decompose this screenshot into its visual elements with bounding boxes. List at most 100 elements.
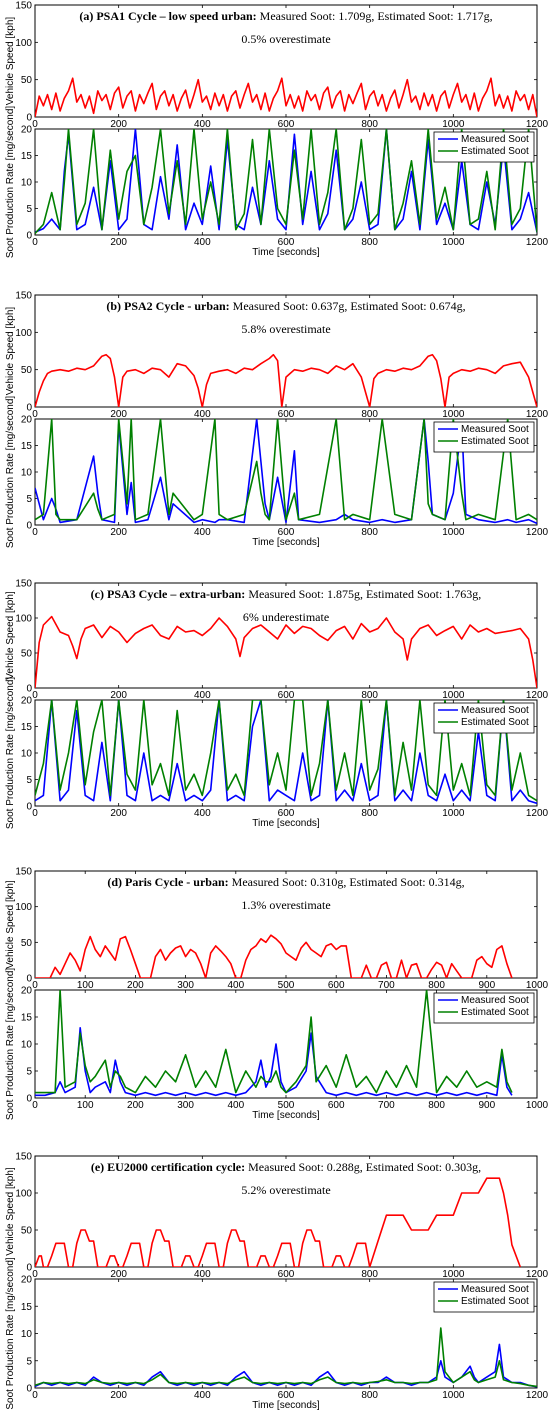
chart-title-line2: 0.5% overestimate — [241, 32, 330, 46]
chart-title-line1: (b) PSA2 Cycle - urban: Measured Soot: 0… — [106, 299, 465, 313]
soot-xtick-label: 800 — [428, 1100, 445, 1111]
chart-title-bold: (a) PSA1 Cycle – low speed urban: — [79, 9, 256, 23]
soot-xtick-label: 800 — [361, 1390, 378, 1401]
legend-measured-label: Measured Soot — [461, 705, 529, 716]
legend-measured-label: Measured Soot — [461, 134, 529, 145]
legend-box — [433, 1281, 535, 1313]
estimated-soot-line — [35, 419, 537, 521]
speed-axis-label: Vehicle Speed [kph] — [5, 1167, 16, 1256]
soot-xtick-label: 1200 — [526, 237, 549, 248]
soot-ytick-label: 0 — [26, 231, 32, 242]
speed-xtick-label: 800 — [361, 1269, 378, 1280]
soot-ytick-label: 10 — [21, 1040, 33, 1051]
speed-xtick-label: 0 — [32, 119, 38, 130]
legend-estimated-label: Estimated Soot — [461, 1007, 529, 1018]
legend-box — [433, 992, 535, 1024]
speed-ytick-label: 150 — [15, 867, 32, 878]
soot-xtick-label: 1200 — [526, 527, 549, 538]
speed-ytick-label: 0 — [26, 684, 32, 695]
soot-ytick-label: 15 — [21, 722, 33, 733]
time-axis-label: Time [seconds] — [252, 247, 320, 258]
soot-xtick-label: 400 — [227, 1100, 244, 1111]
soot-xtick-label: 1000 — [442, 237, 465, 248]
speed-xtick-label: 800 — [361, 690, 378, 701]
soot-axis-label: Soot Production Rate [mg/second] — [5, 396, 16, 549]
vehicle-speed-line — [35, 1177, 522, 1267]
speed-axis-label: Vehicle Speed [kph] — [5, 307, 16, 396]
speed-ytick-label: 0 — [26, 974, 32, 985]
speed-xtick-label: 600 — [278, 690, 295, 701]
speed-axis-label: Vehicle Speed [kph] — [5, 591, 16, 680]
speed-ytick-label: 50 — [21, 938, 33, 949]
speed-xtick-label: 1000 — [442, 409, 465, 420]
speed-xtick-label: 0 — [32, 1269, 38, 1280]
soot-ytick-label: 10 — [21, 468, 33, 479]
chart-title-line1: (c) PSA3 Cycle – extra-urban: Measured S… — [91, 587, 482, 601]
speed-xtick-label: 1200 — [526, 690, 549, 701]
soot-xtick-label: 0 — [32, 1100, 38, 1111]
soot-ytick-label: 15 — [21, 1013, 33, 1024]
measured-soot-line — [35, 700, 537, 805]
speed-xtick-label: 600 — [278, 119, 295, 130]
chart-title-line2: 6% underestimate — [243, 610, 329, 624]
vehicle-speed-line — [35, 615, 537, 688]
speed-ytick-label: 0 — [26, 403, 32, 414]
speed-xtick-label: 400 — [227, 980, 244, 991]
soot-ytick-label: 15 — [21, 151, 33, 162]
legend-estimated-label: Estimated Soot — [461, 436, 529, 447]
soot-xtick-label: 1000 — [442, 527, 465, 538]
soot-xtick-label: 300 — [177, 1100, 194, 1111]
estimated-soot-line — [35, 990, 513, 1094]
legend-box — [433, 131, 535, 163]
speed-ytick-label: 150 — [15, 291, 32, 302]
soot-ytick-label: 0 — [26, 1384, 32, 1395]
speed-xtick-label: 300 — [177, 980, 194, 991]
soot-xtick-label: 1000 — [442, 1390, 465, 1401]
speed-xtick-label: 900 — [478, 980, 495, 991]
soot-ytick-label: 20 — [21, 986, 33, 997]
speed-xtick-label: 800 — [361, 119, 378, 130]
speed-xtick-label: 600 — [278, 409, 295, 420]
soot-xtick-label: 400 — [194, 808, 211, 819]
chart-title-line1: (e) EU2000 certification cycle: Measured… — [91, 1160, 481, 1174]
speed-xtick-label: 1200 — [526, 1269, 549, 1280]
soot-ytick-label: 10 — [21, 1329, 33, 1340]
speed-xtick-label: 1200 — [526, 119, 549, 130]
soot-xtick-label: 600 — [328, 1100, 345, 1111]
soot-axis-label: Soot Production Rate [mg/second] — [5, 106, 16, 259]
speed-xtick-label: 1200 — [526, 409, 549, 420]
measured-soot-line — [35, 1027, 513, 1097]
speed-ytick-label: 150 — [15, 1, 32, 12]
soot-xtick-label: 0 — [32, 237, 38, 248]
estimated-soot-line — [35, 129, 537, 234]
soot-ytick-label: 5 — [26, 1067, 32, 1078]
soot-xtick-label: 0 — [32, 1390, 38, 1401]
speed-ytick-label: 100 — [15, 614, 32, 625]
speed-xtick-label: 400 — [194, 409, 211, 420]
speed-xtick-label: 100 — [77, 980, 94, 991]
legend-measured-label: Measured Soot — [461, 995, 529, 1006]
soot-xtick-label: 600 — [278, 237, 295, 248]
speed-xtick-label: 1000 — [442, 690, 465, 701]
soot-xtick-label: 1000 — [442, 808, 465, 819]
legend-measured-label: Measured Soot — [461, 424, 529, 435]
estimated-soot-line — [35, 700, 537, 802]
speed-xtick-label: 400 — [194, 119, 211, 130]
speed-xtick-label: 200 — [110, 1269, 127, 1280]
soot-xtick-label: 600 — [278, 808, 295, 819]
soot-xtick-label: 200 — [110, 527, 127, 538]
speed-xtick-label: 200 — [127, 980, 144, 991]
time-axis-label: Time [seconds] — [252, 818, 320, 829]
time-axis-label: Time [seconds] — [252, 1400, 320, 1411]
speed-xtick-label: 200 — [110, 690, 127, 701]
legend-estimated-label: Estimated Soot — [461, 1296, 529, 1307]
soot-ytick-label: 5 — [26, 494, 32, 505]
speed-xtick-label: 200 — [110, 409, 127, 420]
speed-xtick-label: 600 — [328, 980, 345, 991]
soot-axis-label: Soot Production Rate [mg/second] — [5, 968, 16, 1121]
measured-soot-line — [35, 419, 537, 525]
soot-xtick-label: 600 — [278, 1390, 295, 1401]
chart-title-rest: Measured Soot: 0.637g, Estimated Soot: 0… — [233, 299, 466, 313]
speed-ytick-label: 100 — [15, 902, 32, 913]
chart-title-line2: 1.3% overestimate — [241, 898, 330, 912]
